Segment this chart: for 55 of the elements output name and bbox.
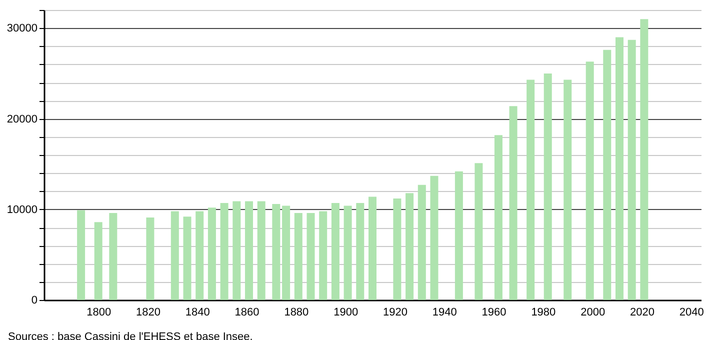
bar: [368, 196, 376, 300]
bar: [509, 106, 518, 300]
bar: [564, 80, 572, 300]
bar: [474, 163, 483, 300]
x-tick-label: 1840: [185, 306, 210, 318]
bar: [628, 40, 636, 300]
bar: [454, 171, 463, 300]
bar: [245, 201, 254, 300]
bar: [603, 50, 612, 300]
bar: [406, 193, 414, 300]
bar: [430, 176, 438, 300]
x-tick-label: 1820: [136, 306, 160, 318]
y-tick-label: 10000: [6, 204, 38, 216]
x-tick-label: 2020: [630, 306, 654, 318]
x-tick-label: 1980: [531, 306, 556, 318]
x-tick-label: 1860: [234, 306, 260, 318]
x-tick-label: 1880: [284, 306, 309, 318]
bar: [331, 203, 340, 300]
bar: [94, 222, 102, 300]
bar: [170, 211, 179, 300]
bar: [544, 73, 552, 300]
bar: [220, 203, 228, 300]
bar: [272, 204, 280, 300]
bar: [257, 201, 266, 300]
y-tick-label: 0: [31, 294, 38, 306]
x-tick-label: 2040: [679, 306, 704, 318]
source-note: Sources : base Cassini de l'EHESS et base Insee.: [8, 331, 253, 340]
bar: [640, 19, 648, 300]
bar: [393, 198, 402, 300]
x-tick-label: 1940: [432, 306, 457, 318]
bar: [208, 208, 216, 300]
x-tick-label: 1800: [86, 306, 112, 318]
bar: [306, 213, 315, 300]
bar: [319, 211, 328, 300]
bar: [146, 218, 154, 300]
bar: [196, 211, 204, 300]
x-tick-label: 2000: [580, 306, 606, 318]
bar: [356, 203, 364, 300]
bar: [586, 62, 594, 300]
bar: [77, 210, 86, 300]
x-tick-label: 1900: [334, 306, 358, 318]
bar: [344, 206, 352, 300]
bar: [109, 213, 118, 300]
bar: [494, 135, 502, 300]
x-tick-label: 1920: [382, 306, 408, 318]
y-tick-label: 30000: [6, 22, 38, 35]
bar: [294, 213, 302, 300]
bar: [615, 37, 624, 300]
bar: [418, 184, 426, 300]
bar: [232, 201, 241, 300]
bar: [526, 80, 535, 300]
bar: [282, 206, 290, 300]
bar: [183, 216, 192, 300]
y-tick-label: 20000: [6, 113, 38, 126]
x-tick-label: 1960: [482, 306, 506, 318]
